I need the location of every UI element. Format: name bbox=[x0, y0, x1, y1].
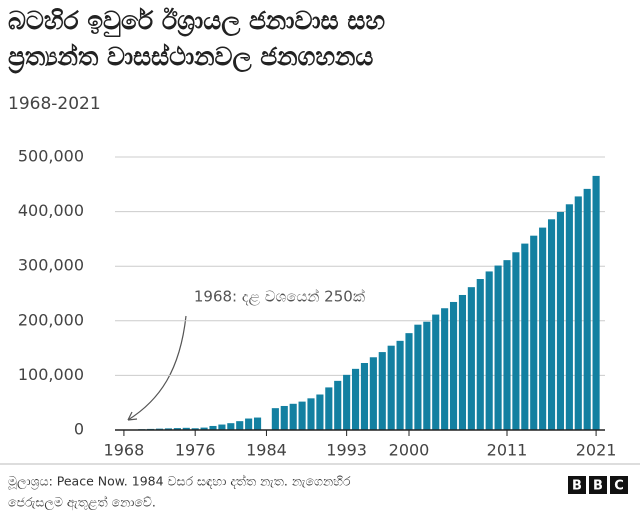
x-tick-label: 1968 bbox=[104, 441, 145, 460]
bar bbox=[289, 403, 297, 430]
bar bbox=[387, 345, 395, 430]
subtitle: 1968-2021 bbox=[8, 94, 101, 114]
bar bbox=[227, 423, 235, 430]
x-tick-label: 2000 bbox=[389, 441, 430, 460]
bar bbox=[360, 363, 369, 430]
bar bbox=[476, 279, 484, 430]
bar bbox=[351, 368, 360, 430]
bar bbox=[191, 428, 199, 430]
bar bbox=[280, 405, 288, 430]
bar bbox=[343, 374, 351, 430]
bar bbox=[467, 287, 475, 430]
bar bbox=[547, 219, 556, 430]
logo-letter: C bbox=[614, 479, 624, 494]
bar bbox=[583, 188, 591, 430]
bar bbox=[369, 357, 377, 430]
bar bbox=[530, 235, 538, 430]
bar bbox=[182, 427, 190, 430]
bar bbox=[592, 175, 600, 430]
logo-block bbox=[589, 476, 607, 494]
bar bbox=[405, 333, 413, 430]
source: මූලාශ්‍රය: Peace Now. 1984 වසර සඳහා දත්ත… bbox=[7, 473, 351, 489]
bar bbox=[458, 294, 467, 430]
bar bbox=[512, 252, 520, 430]
bar bbox=[565, 204, 573, 430]
chart-title: ප්‍රත්‍යන්ත වාසස්ථානවල ජනගහනය bbox=[8, 42, 373, 75]
bar bbox=[245, 418, 253, 430]
annotation-arrow bbox=[127, 315, 187, 421]
y-tick-label: 400,000 bbox=[18, 201, 84, 220]
bar bbox=[449, 301, 458, 430]
chart-title: බටහිර ඉවුරේ ඊශ්‍රායල ජනාවාස සහ bbox=[8, 6, 385, 38]
annotation: 1968: දළ වශයෙන් 250ක් bbox=[194, 287, 365, 305]
source: ජෙරුසලම ඇතුළත් නොවේ. bbox=[8, 494, 156, 510]
bar bbox=[521, 243, 529, 430]
bar bbox=[325, 387, 333, 430]
bar bbox=[432, 314, 440, 430]
y-tick-label: 0 bbox=[74, 420, 84, 439]
x-tick-label: 2021 bbox=[576, 441, 617, 460]
bar bbox=[539, 227, 547, 430]
y-tick-label: 100,000 bbox=[18, 365, 84, 384]
bar bbox=[574, 196, 582, 430]
bar bbox=[307, 398, 315, 430]
logo-letter: B bbox=[572, 479, 582, 494]
bar bbox=[485, 271, 493, 430]
logo-letter: B bbox=[593, 479, 603, 494]
bar bbox=[236, 421, 244, 430]
bar bbox=[441, 308, 449, 430]
bar bbox=[423, 321, 431, 430]
bbc-logo: B B C bbox=[568, 476, 628, 494]
bar bbox=[200, 427, 208, 430]
x-tick-label: 1976 bbox=[175, 441, 216, 460]
bar bbox=[316, 394, 324, 430]
bar bbox=[218, 424, 226, 430]
bar bbox=[378, 352, 386, 430]
x-tick-label: 1993 bbox=[326, 441, 367, 460]
logo-block bbox=[610, 476, 628, 494]
y-tick-label: 200,000 bbox=[18, 310, 84, 329]
logo-block bbox=[568, 476, 586, 494]
annotation-arrowhead bbox=[127, 411, 138, 421]
bar bbox=[494, 265, 502, 430]
bar bbox=[173, 428, 181, 430]
bar bbox=[334, 380, 342, 430]
x-tick-label: 1984 bbox=[246, 441, 287, 460]
bar bbox=[253, 417, 262, 430]
bar bbox=[503, 260, 511, 430]
bar bbox=[556, 211, 565, 430]
x-tick-label: 2011 bbox=[487, 441, 528, 460]
y-tick-label: 300,000 bbox=[18, 256, 84, 275]
bar bbox=[298, 401, 306, 430]
bar bbox=[271, 408, 279, 430]
y-tick-label: 500,000 bbox=[18, 147, 84, 166]
bar bbox=[164, 428, 173, 430]
bar bbox=[396, 340, 404, 430]
bar bbox=[209, 425, 217, 430]
bar bbox=[414, 324, 422, 430]
